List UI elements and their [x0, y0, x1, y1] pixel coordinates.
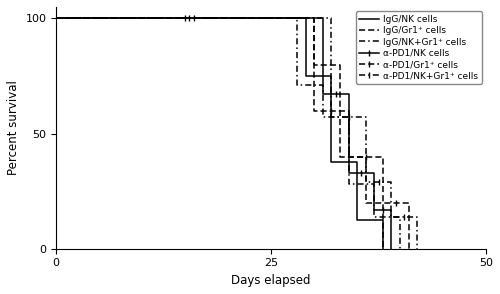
Legend: IgG/NK cells, IgG/Gr1⁺ cells, IgG/NK+Gr1⁺ cells, α-PD1/NK cells, α-PD1/Gr1⁺ cell: IgG/NK cells, IgG/Gr1⁺ cells, IgG/NK+Gr1…: [356, 11, 482, 84]
Y-axis label: Percent survival: Percent survival: [7, 81, 20, 175]
X-axis label: Days elapsed: Days elapsed: [232, 274, 311, 287]
